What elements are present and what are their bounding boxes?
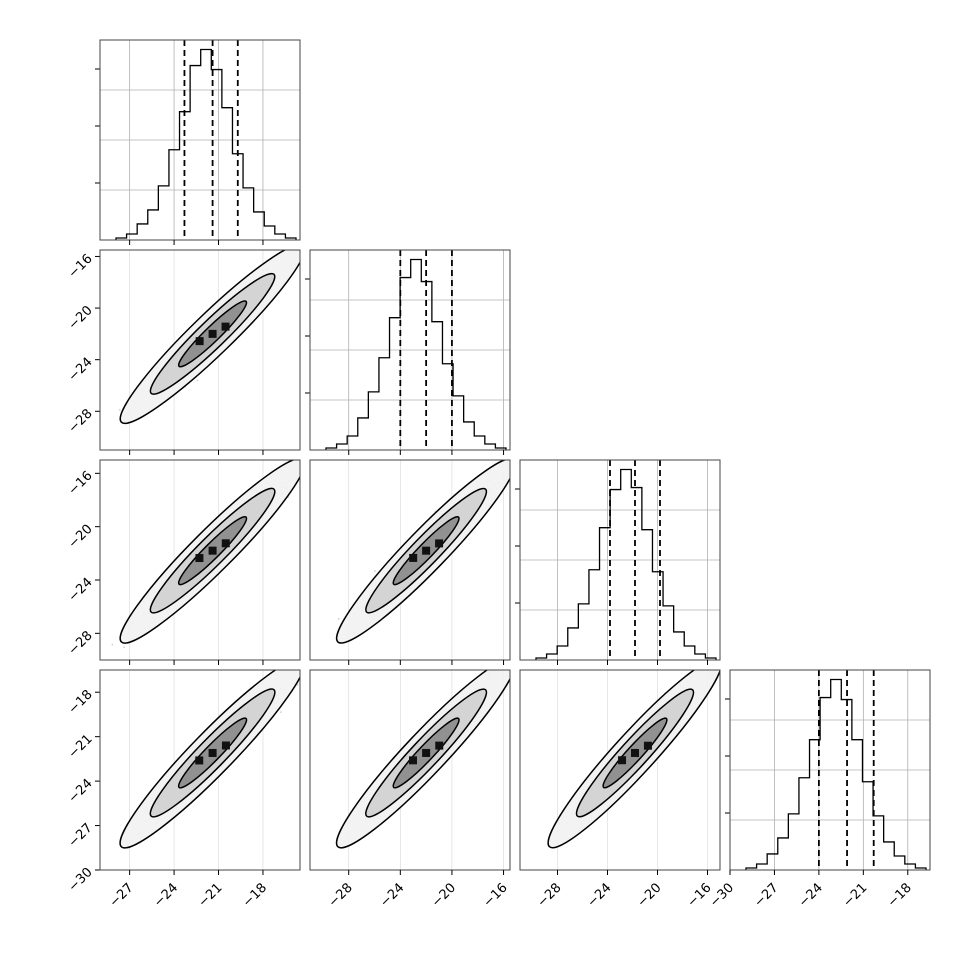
panel-content: [119, 648, 328, 870]
density-cell: [435, 539, 444, 548]
x-tick-label-col1-1: −24: [377, 880, 407, 910]
panel-frame: [519, 459, 721, 661]
panel-frame: [99, 249, 301, 451]
y-tick-label-row3-1: −27: [66, 821, 96, 851]
histogram-panel-1: [305, 249, 511, 455]
scatter-panel-2-0: −28 −24 −20 −16: [66, 459, 301, 665]
panel-frame: [309, 249, 511, 451]
density-core: [408, 741, 444, 765]
sample-point: [196, 379, 199, 382]
density-cell: [208, 546, 217, 555]
y-tick-label-row3-3: −21: [66, 732, 96, 762]
density-cell: [221, 322, 230, 331]
x-tick-label-col0-0: −27: [107, 880, 137, 910]
y-tick-label-row3-0: −30: [66, 865, 96, 895]
density-cell: [408, 756, 417, 765]
scatter-panel-3-2: −28 −24 −20 −16: [519, 656, 725, 910]
x-tick-label-col1-0: −28: [326, 880, 356, 910]
histogram-step-0: [115, 48, 297, 240]
density-cell: [208, 329, 217, 338]
density-cell: [195, 337, 204, 346]
y-tick-label-row3-4: −18: [66, 687, 96, 717]
panel-frame: [309, 669, 511, 871]
panel-frame: [99, 669, 301, 871]
y-tick-label-row2-0: −28: [66, 628, 96, 658]
panel-content: [118, 250, 300, 450]
histogram-step-2: [535, 468, 717, 660]
density-cell: [422, 748, 431, 757]
density-cell: [195, 554, 204, 563]
y-tick-label-row3-2: −24: [66, 776, 96, 806]
y-tick-label-row1-0: −28: [66, 406, 96, 436]
x-tick-label-col1-3: −16: [481, 880, 511, 910]
sample-point: [123, 646, 125, 649]
y-tick-label-row1-3: −16: [66, 252, 96, 282]
density-cell: [208, 748, 217, 757]
histogram-panel-0: [95, 39, 301, 245]
panel-frame: [99, 39, 301, 241]
density-core: [195, 539, 230, 563]
panel-content: [335, 460, 512, 660]
panel-frame: [99, 459, 301, 661]
density-cell: [221, 741, 230, 750]
x-tick-label-col1-2: −20: [429, 880, 459, 910]
density-core: [409, 539, 444, 562]
x-tick-label-col0-3: −18: [240, 880, 270, 910]
scatter-panel-1-0: −28 −24 −20 −16: [66, 249, 301, 455]
scatter-panel-3-1: −28 −24 −20 −16: [309, 669, 511, 910]
sample-point: [118, 409, 121, 411]
scatter-panel-2-1: [309, 459, 512, 665]
sample-point: [326, 648, 328, 650]
density-cell: [409, 553, 418, 562]
sample-point: [296, 683, 299, 686]
density-core: [195, 322, 230, 346]
sample-point: [374, 570, 376, 573]
density-core: [195, 741, 230, 765]
sample-point: [510, 474, 512, 476]
y-tick-label-row1-1: −24: [66, 355, 96, 385]
scatter-panel-3-0: −30 −27 −24 −21 −18 −27 −24 −21 −18: [66, 648, 328, 910]
density-cell: [195, 756, 204, 765]
histogram-panel-2: [515, 459, 721, 665]
density-cell: [422, 546, 431, 555]
x-tick-label-col0-1: −24: [151, 880, 181, 910]
sample-point: [337, 617, 340, 620]
density-cell: [435, 741, 444, 750]
y-tick-label-row1-2: −20: [66, 303, 96, 333]
panel-content: [335, 670, 510, 870]
panel-content: [111, 460, 300, 660]
panel-content: [547, 656, 725, 870]
y-tick-label-row2-3: −16: [66, 468, 96, 498]
y-tick-label-row2-2: −20: [66, 522, 96, 552]
sample-point: [111, 643, 114, 646]
x-tick-label-col0-2: −21: [196, 880, 226, 910]
y-tick-label-row2-1: −24: [66, 575, 96, 605]
histogram-step-1: [325, 258, 507, 450]
density-cell: [221, 539, 230, 548]
sample-point: [723, 656, 725, 658]
sample-point: [279, 711, 282, 714]
panel-frame: [309, 459, 511, 661]
